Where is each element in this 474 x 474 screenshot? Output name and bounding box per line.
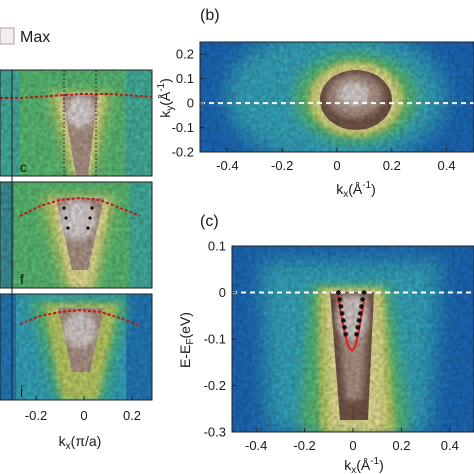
panel-c-marker — [340, 317, 346, 323]
colorbar-legend: Max — [0, 27, 50, 46]
panel-b-ytick-label: -0.1 — [172, 120, 194, 135]
panel-b-ytick-label: -0.2 — [172, 145, 194, 160]
subpanel-label-c: c — [20, 159, 27, 175]
subpanel-i-grain — [0, 294, 152, 400]
panel-c-xtick-label: -0.2 — [293, 438, 315, 453]
panel-c-marker — [355, 324, 361, 330]
subpanel-label-f: f — [20, 271, 24, 287]
panel-c-ytick-label: 0.1 — [208, 239, 226, 254]
panel-c-xtick-label: 0.2 — [392, 438, 410, 453]
panel-c-marker — [354, 331, 360, 337]
panel-c-marker — [342, 324, 348, 330]
panel-b-ytick-label: 0.2 — [176, 47, 194, 62]
panel-c-y-axis-label: E-EF(eV) — [177, 312, 196, 368]
panel-b-grain — [200, 42, 474, 152]
panel-c-xtick-label: 0.4 — [441, 438, 459, 453]
panel-b-x-axis-label: kx(Å-1) — [336, 180, 376, 200]
panel-c-xtick-label: 0 — [349, 438, 356, 453]
left-xtick-label: -0.2 — [25, 408, 47, 423]
panel-b-xtick-label: -0.4 — [216, 158, 238, 173]
panel-c-marker — [360, 296, 366, 302]
panel-c-label: (c) — [200, 213, 219, 230]
colorbar-max-label: Max — [20, 29, 50, 46]
panel-c-marker — [357, 310, 363, 316]
panel-c-grain — [232, 246, 474, 432]
subpanel-f-grain — [0, 182, 152, 288]
left-x-ticks — [35, 396, 133, 400]
panel-b-x-ticks: -0.4 -0.2 0 0.2 0.4 — [216, 148, 456, 173]
subpanel-i-frame — [0, 293, 153, 401]
subpanel-f-frame — [0, 181, 153, 289]
panel-b-y-axis-label: ky(Å-1) — [156, 78, 176, 118]
panel-b-y-ticks: 0.2 0.1 0 -0.1 -0.2 — [172, 47, 204, 160]
panel-b: (b) -0.4 -0.2 0 0.2 0.4 0.2 0.1 0 -0.1 -0.2 kx(Å… — [156, 7, 474, 200]
subpanel-f — [0, 182, 152, 288]
panel-c-x-axis-label: kx(Å-1) — [344, 456, 384, 474]
panel-b-ytick-label: 0.1 — [176, 71, 194, 86]
subpanel-i — [0, 294, 152, 400]
panel-b-label: (b) — [200, 7, 220, 24]
panel-c-heatmap — [232, 246, 474, 432]
panel-b-xtick-label: 0.2 — [383, 158, 401, 173]
panel-c-ytick-label: -0.3 — [204, 425, 226, 440]
panel-b-heatmap — [200, 42, 474, 152]
colorbar-max-swatch — [0, 27, 15, 45]
panel-c-xtick-label: -0.4 — [245, 438, 267, 453]
panel-c-x-ticks: -0.4 -0.2 0 0.2 0.4 — [245, 428, 459, 453]
panel-c-markers — [335, 290, 367, 337]
subpanel-label-i: i — [20, 383, 23, 399]
panel-b-xtick-label: 0.4 — [438, 158, 456, 173]
panel-c-marker — [338, 303, 344, 309]
panel-b-xtick-label: -0.2 — [271, 158, 293, 173]
panel-c-ytick-label: 0 — [219, 285, 226, 300]
panel-c-y-ticks: 0.1 0 -0.1 -0.2 -0.3 — [204, 239, 236, 440]
panel-c-marker — [358, 303, 364, 309]
panel-c-marker — [361, 290, 367, 295]
subpanel-c — [0, 70, 152, 176]
subpanel-c-frame — [0, 69, 153, 177]
panel-c-marker — [356, 317, 362, 323]
left-xtick-label: 0 — [80, 408, 87, 423]
panel-c-ytick-label: -0.1 — [204, 332, 226, 347]
left-panel-column: c f i -0.2 0 0.2 kx(π/a) — [0, 69, 153, 452]
panel-c-marker — [339, 310, 345, 316]
panel-c-ytick-label: -0.2 — [204, 378, 226, 393]
panel-c: (c) -0.4 -0.2 0 0.2 0.4 0.1 0 -0.1 -0.2 -0.3 kx(… — [177, 213, 474, 474]
panel-c-marker — [337, 296, 343, 302]
left-xtick-label: 0.2 — [123, 408, 141, 423]
left-x-axis-label: kx(π/a) — [59, 433, 102, 452]
panel-c-marker — [335, 290, 341, 295]
panel-b-ytick-label: 0 — [187, 96, 194, 111]
panel-b-xtick-label: 0 — [333, 158, 340, 173]
panel-c-marker — [343, 331, 349, 337]
subpanel-c-grain — [0, 70, 152, 176]
